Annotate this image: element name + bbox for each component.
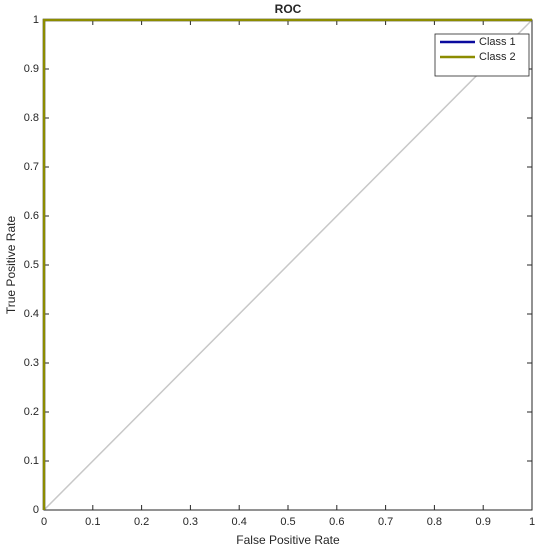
x-tick-label: 1 [529,516,535,528]
x-tick-label: 0.8 [427,516,442,528]
series-line [42,18,532,510]
y-tick-label: 0.7 [24,161,39,173]
x-tick-label: 0.2 [134,516,149,528]
x-tick-label: 0 [41,516,47,528]
y-tick-label: 1 [33,14,39,26]
y-tick-label: 0.3 [24,357,39,369]
y-tick-label: 0.4 [24,308,39,320]
chart-title: ROC [275,2,302,16]
x-tick-label: 0.1 [85,516,100,528]
x-tick-label: 0.5 [280,516,295,528]
x-axis-label: False Positive Rate [236,533,340,547]
x-tick-label: 0.9 [476,516,491,528]
y-axis-label: True Positive Rate [4,216,18,315]
x-tick-label: 0.4 [232,516,247,528]
x-tick-label: 0.3 [183,516,198,528]
y-tick-label: 0.8 [24,112,39,124]
y-tick-label: 0 [33,504,39,516]
legend-label: Class 1 [479,36,516,48]
y-tick-label: 0.1 [24,455,39,467]
y-tick-label: 0.6 [24,210,39,222]
y-tick-label: 0.2 [24,406,39,418]
x-tick-label: 0.7 [378,516,393,528]
x-tick-label: 0.6 [329,516,344,528]
y-tick-label: 0.5 [24,259,39,271]
chance-line [43,19,533,511]
y-tick-label: 0.9 [24,63,39,75]
legend-label: Class 2 [479,51,516,63]
